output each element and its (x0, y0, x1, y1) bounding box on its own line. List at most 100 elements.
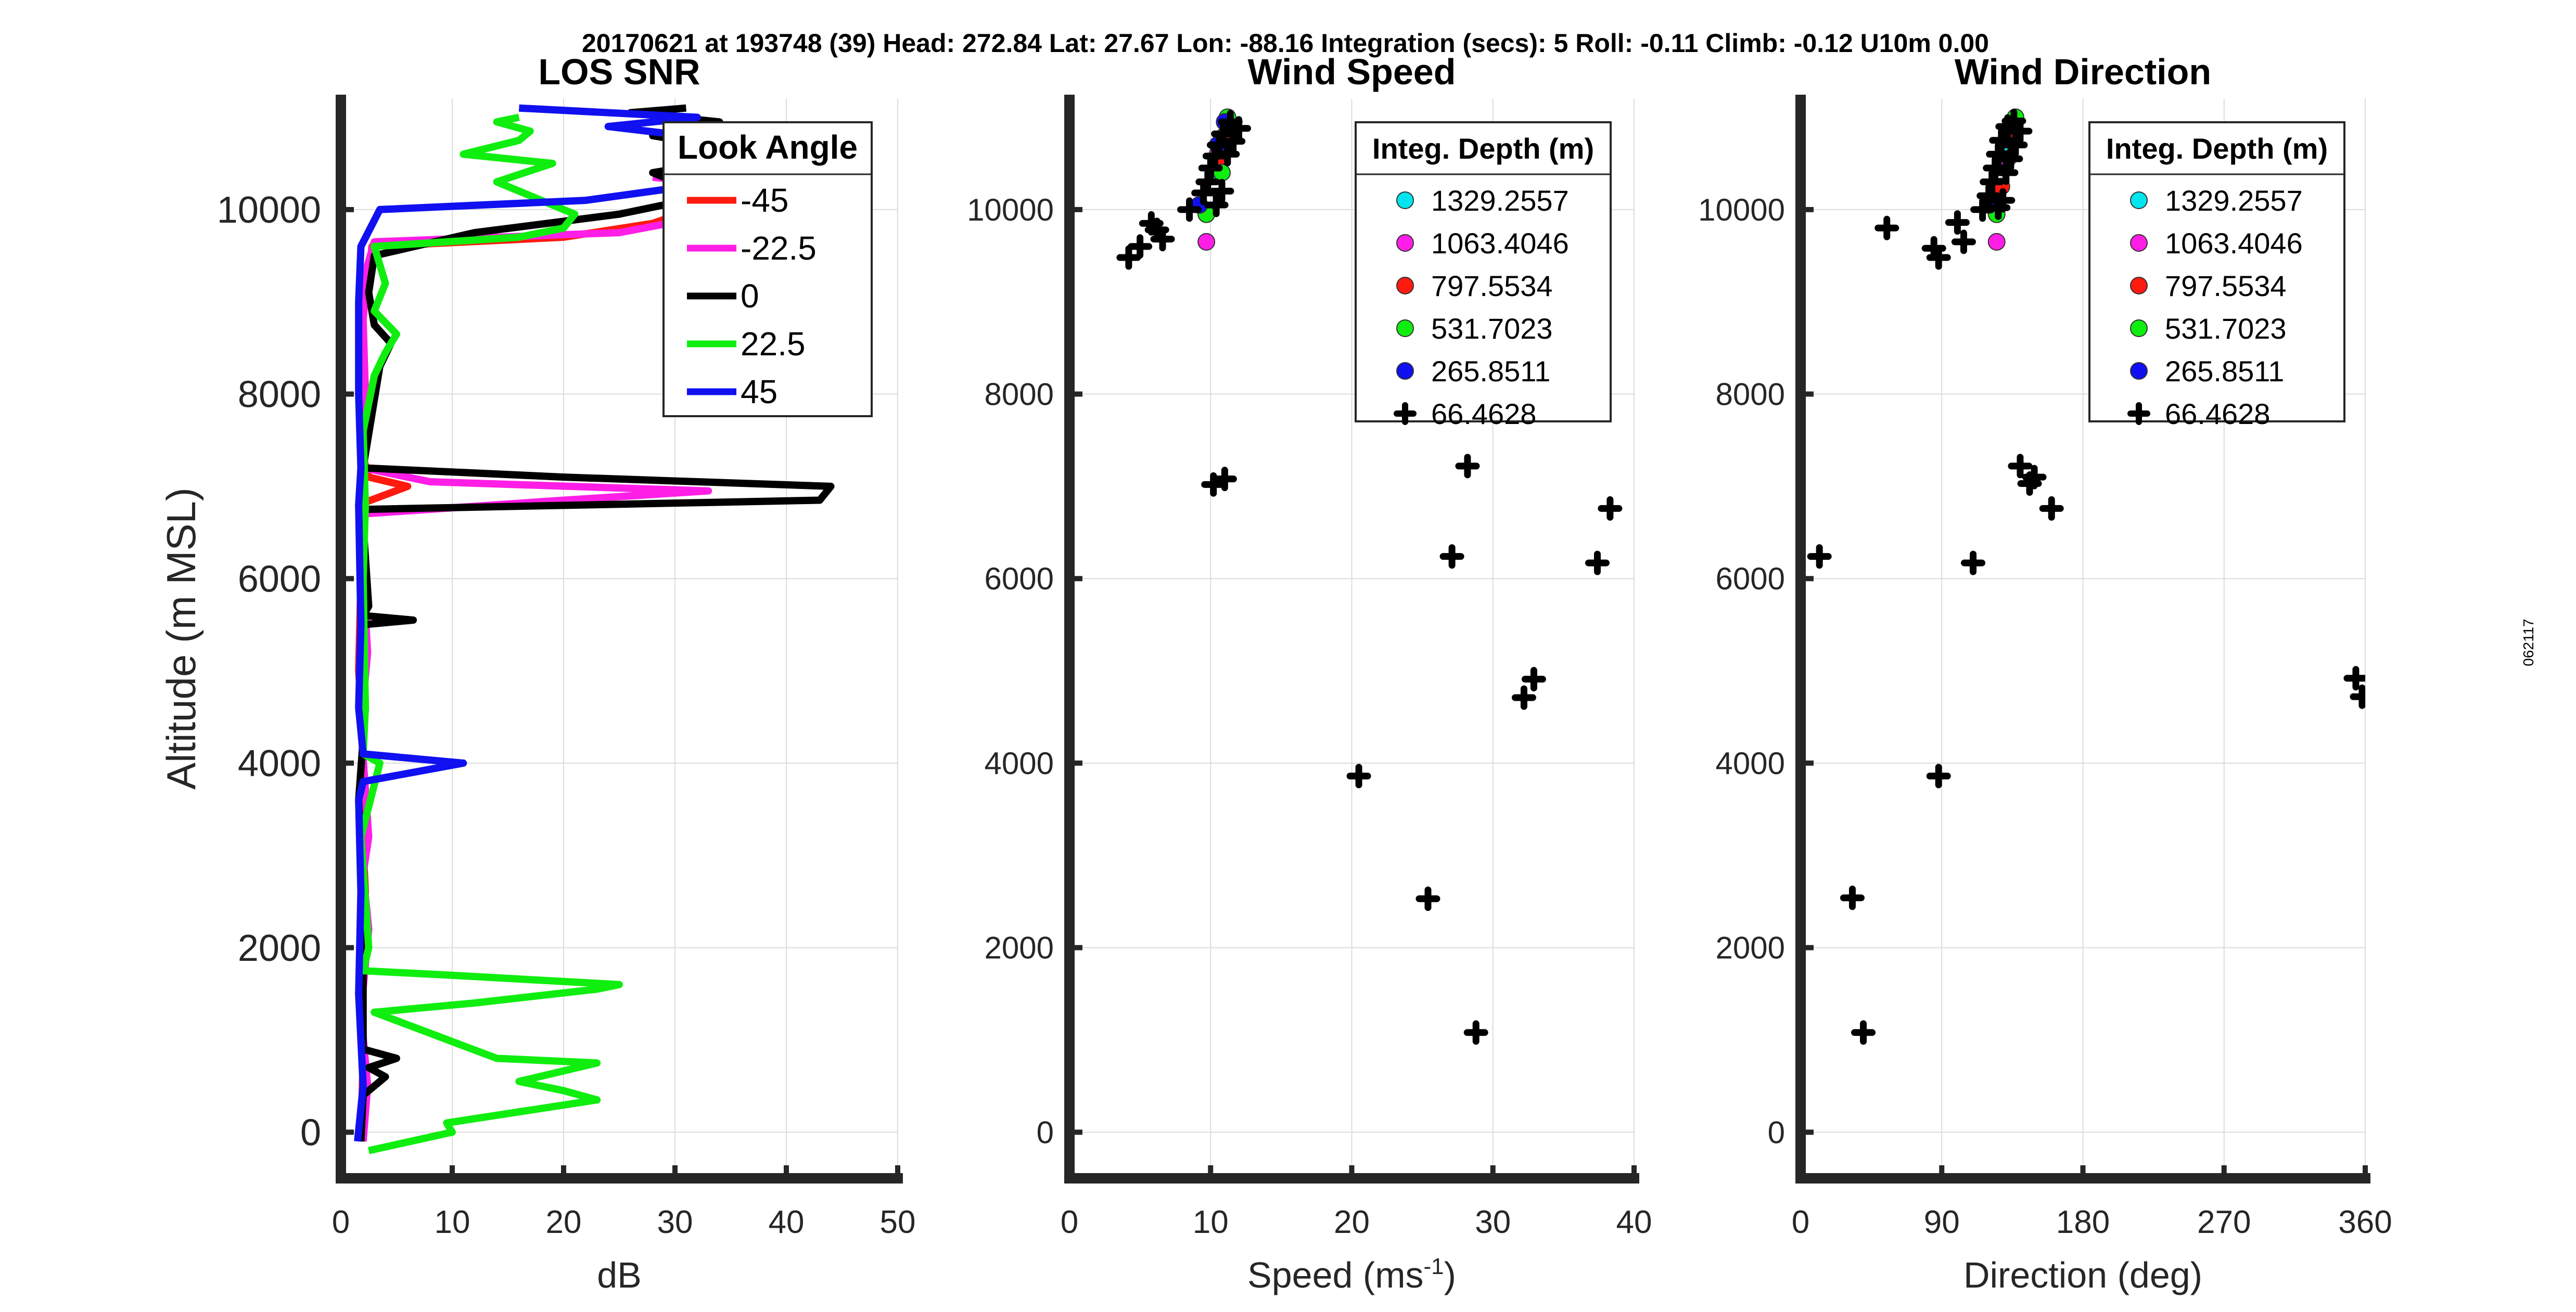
data-point-plus (1961, 550, 1986, 575)
y-tick-label: 6000 (238, 558, 321, 600)
data-point-plus (1209, 178, 1234, 203)
y-tick-label: 0 (300, 1112, 321, 1154)
legend-entry-label: 531.7023 (2165, 312, 2287, 345)
speed-x-label: Speed (ms-1) (1247, 1254, 1456, 1295)
legend-entry-label: 265.8511 (2165, 355, 2284, 388)
snr-x-label: dB (597, 1255, 642, 1295)
data-point-circle (1197, 233, 1216, 251)
y-tick-label: 10000 (967, 192, 1054, 227)
data-point-plus (1986, 195, 2011, 220)
legend-swatch-circle (2130, 362, 2148, 380)
y-tick-label: 0 (1768, 1115, 1785, 1150)
y-tick-label: 2000 (985, 931, 1054, 966)
data-point-plus (1521, 667, 1546, 692)
snr-title: LOS SNR (538, 52, 700, 92)
data-point-plus (1346, 764, 1371, 789)
snr-legend: Look Angle -45 -22.5 0 22.5 45 (662, 121, 873, 417)
x-tick-label: 180 (2056, 1204, 2110, 1240)
x-tick-label: 10 (435, 1204, 470, 1240)
legend-title: Integ. Depth (m) (2106, 132, 2328, 165)
legend-entry-label: 797.5534 (1431, 269, 1553, 302)
direction-axes: 0 90 180 270 360 0 2000 4000 6000 8000 10000 Wind D… (1698, 52, 2392, 1295)
legend-swatch-circle (2130, 234, 2148, 252)
data-point-plus (1989, 128, 2014, 153)
x-tick-label: 20 (546, 1204, 582, 1240)
speed-legend: Integ. Depth (m) 1329.2557 1063.4046 797.55… (1355, 121, 1612, 430)
x-tick-label: 0 (332, 1204, 350, 1240)
legend-entry-label: 45 (741, 373, 777, 410)
legend-entry-label: 265.8511 (1431, 355, 1550, 388)
x-tick-label: 270 (2197, 1204, 2251, 1240)
legend-swatch-circle (2130, 191, 2148, 209)
legend-swatch-circle (1396, 362, 1414, 380)
legend-entry-label: 66.4628 (1431, 397, 1536, 430)
legend-entry-label: -22.5 (741, 229, 817, 267)
y-tick-label: 4000 (985, 746, 1054, 781)
x-tick-label: 40 (1616, 1204, 1652, 1240)
data-point-plus (2343, 666, 2365, 691)
snr-axes: 0 10 20 30 40 50 0 2000 4000 6000 8000 10000 LOS SNR… (158, 52, 915, 1295)
data-point-plus (1212, 467, 1237, 492)
legend-swatch-plus (1394, 402, 1417, 425)
x-tick-label: 90 (1924, 1204, 1960, 1240)
x-tick-label: 360 (2338, 1204, 2392, 1240)
data-point-plus (1455, 454, 1480, 479)
data-point-plus (1585, 550, 1610, 575)
data-point-plus (1177, 197, 1202, 222)
legend-swatch-circle (1396, 191, 1414, 209)
y-tick-label: 8000 (985, 377, 1054, 412)
data-point-plus (1926, 764, 1951, 789)
speed-axes: 0 10 20 30 40 0 2000 4000 6000 8000 10000 Wind Spee… (967, 52, 1652, 1295)
y-tick-label: 8000 (1716, 377, 1785, 412)
legend-title: Look Angle (678, 128, 858, 166)
data-point-plus (1221, 129, 1246, 154)
data-point-plus (1215, 142, 1240, 166)
x-tick-label: 50 (880, 1204, 916, 1240)
y-tick-label: 10000 (217, 189, 321, 231)
data-point-circle (1987, 233, 2006, 251)
data-point-plus (1204, 192, 1229, 217)
data-point-plus (1227, 116, 1251, 141)
x-tick-label: 10 (1193, 1204, 1229, 1240)
legend-entry-label: 1329.2557 (2165, 184, 2303, 217)
y-tick-label: 0 (1037, 1115, 1054, 1150)
x-tick-label: 0 (1792, 1204, 1809, 1240)
legend-entry-label: 1063.4046 (1431, 227, 1569, 260)
data-point-plus (2008, 119, 2033, 144)
data-point-plus (1511, 685, 1536, 710)
speed-plot-area (1116, 108, 1623, 1045)
data-point-plus (1945, 210, 1970, 235)
x-tick-label: 20 (1334, 1204, 1370, 1240)
y-tick-label: 2000 (1716, 931, 1785, 966)
legend-entry-label: 0 (741, 277, 759, 315)
y-tick-label: 4000 (1716, 746, 1785, 781)
data-point-plus (1874, 215, 1899, 240)
data-point-plus (1807, 544, 1832, 569)
x-tick-label: 40 (769, 1204, 805, 1240)
data-point-plus (1116, 245, 1141, 270)
snr-series-line (357, 113, 623, 1154)
data-point-plus (1951, 229, 1976, 254)
legend-title: Integ. Depth (m) (1372, 132, 1594, 165)
data-point-plus (1840, 885, 1865, 910)
x-tick-label: 0 (1061, 1204, 1078, 1240)
y-tick-label: 6000 (985, 561, 1054, 596)
legend-swatch-plus (2127, 402, 2150, 425)
data-point-plus (1150, 227, 1175, 252)
y-tick-label: 2000 (238, 928, 321, 969)
speed-title: Wind Speed (1248, 52, 1456, 92)
data-point-plus (1439, 544, 1464, 569)
data-point-plus (2008, 454, 2033, 479)
y-tick-label: 4000 (238, 743, 321, 784)
legend-swatch-circle (1396, 277, 1414, 294)
legend-entry-label: 1063.4046 (2165, 227, 2303, 260)
legend-entry-label: 1329.2557 (1431, 184, 1569, 217)
legend-swatch-circle (2130, 277, 2148, 294)
legend-entry-label: -45 (741, 182, 789, 219)
direction-x-label: Direction (deg) (1963, 1255, 2202, 1295)
data-point-plus (1994, 160, 2019, 185)
side-code-label: 062117 (2520, 619, 2536, 666)
legend-entry-label: 22.5 (741, 325, 806, 363)
